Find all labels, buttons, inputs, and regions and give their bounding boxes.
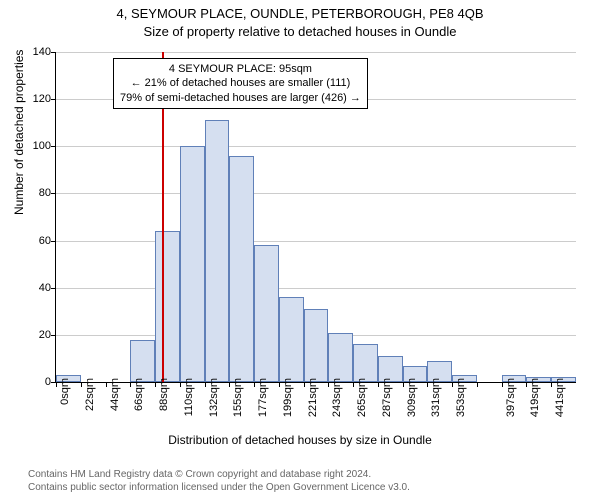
histogram-bar: [205, 120, 230, 382]
xtick-mark: [353, 382, 354, 387]
xtick-label: 265sqm: [356, 378, 368, 417]
xtick-mark: [328, 382, 329, 387]
xtick-mark: [452, 382, 453, 387]
xtick-label: 441sqm: [554, 378, 566, 417]
ytick-label: 0: [26, 376, 51, 388]
xtick-mark: [106, 382, 107, 387]
histogram-bar: [304, 309, 329, 382]
xtick-label: 287sqm: [381, 378, 393, 417]
xtick-label: 419sqm: [529, 378, 541, 417]
xtick-label: 353sqm: [455, 378, 467, 417]
annotation-line1: 4 SEYMOUR PLACE: 95sqm: [120, 62, 361, 76]
xtick-mark: [56, 382, 57, 387]
footer-text: Contains HM Land Registry data © Crown c…: [28, 468, 410, 494]
xtick-mark: [304, 382, 305, 387]
xtick-label: 0sqm: [59, 378, 71, 405]
ytick-mark: [51, 99, 56, 100]
xtick-label: 177sqm: [257, 378, 269, 417]
ytick-label: 120: [26, 93, 51, 105]
xtick-mark: [427, 382, 428, 387]
gridline: [56, 52, 576, 53]
xtick-label: 309sqm: [406, 378, 418, 417]
gridline: [56, 146, 576, 147]
histogram-bar: [254, 245, 279, 382]
annotation-line2: ← 21% of detached houses are smaller (11…: [120, 76, 361, 90]
xtick-mark: [403, 382, 404, 387]
xtick-label: 155sqm: [232, 378, 244, 417]
footer-line2: Contains public sector information licen…: [28, 481, 410, 494]
ytick-label: 40: [26, 282, 51, 294]
ytick-mark: [51, 241, 56, 242]
xtick-label: 110sqm: [183, 378, 195, 416]
histogram-bar: [229, 156, 254, 382]
histogram-bar: [353, 344, 378, 382]
ytick-label: 60: [26, 235, 51, 247]
histogram-bar: [279, 297, 304, 382]
xtick-mark: [180, 382, 181, 387]
histogram-bar: [180, 146, 205, 382]
xtick-mark: [526, 382, 527, 387]
histogram-bar: [155, 231, 180, 382]
xtick-label: 66sqm: [133, 378, 145, 411]
xtick-mark: [155, 382, 156, 387]
xtick-mark: [502, 382, 503, 387]
ytick-label: 20: [26, 329, 51, 341]
chart-subtitle: Size of property relative to detached ho…: [0, 24, 600, 39]
ytick-label: 80: [26, 187, 51, 199]
xtick-mark: [378, 382, 379, 387]
annotation-box: 4 SEYMOUR PLACE: 95sqm ← 21% of detached…: [113, 58, 368, 109]
xtick-mark: [229, 382, 230, 387]
xtick-label: 199sqm: [282, 378, 294, 417]
chart-area: 0204060801001201400sqm22sqm44sqm66sqm88s…: [55, 52, 575, 382]
xtick-label: 221sqm: [307, 378, 319, 417]
gridline: [56, 193, 576, 194]
histogram-bar: [130, 340, 155, 382]
xtick-label: 88sqm: [158, 378, 170, 411]
ytick-mark: [51, 146, 56, 147]
ytick-mark: [51, 335, 56, 336]
ytick-label: 100: [26, 140, 51, 152]
footer-line1: Contains HM Land Registry data © Crown c…: [28, 468, 410, 481]
xtick-mark: [551, 382, 552, 387]
xtick-mark: [130, 382, 131, 387]
x-axis-label: Distribution of detached houses by size …: [0, 433, 600, 447]
xtick-mark: [477, 382, 478, 387]
xtick-label: 243sqm: [331, 378, 343, 417]
histogram-bar: [328, 333, 353, 383]
y-axis-label: Number of detached properties: [12, 50, 26, 215]
xtick-mark: [254, 382, 255, 387]
xtick-label: 22sqm: [84, 378, 96, 411]
ytick-mark: [51, 193, 56, 194]
xtick-label: 44sqm: [109, 378, 121, 411]
chart-title: 4, SEYMOUR PLACE, OUNDLE, PETERBOROUGH, …: [0, 6, 600, 21]
annotation-line3: 79% of semi-detached houses are larger (…: [120, 91, 361, 105]
xtick-mark: [81, 382, 82, 387]
ytick-label: 140: [26, 46, 51, 58]
ytick-mark: [51, 52, 56, 53]
xtick-label: 331sqm: [430, 378, 442, 417]
xtick-mark: [205, 382, 206, 387]
gridline: [56, 288, 576, 289]
ytick-mark: [51, 288, 56, 289]
xtick-mark: [279, 382, 280, 387]
xtick-label: 132sqm: [208, 378, 220, 417]
xtick-label: 397sqm: [505, 378, 517, 417]
gridline: [56, 241, 576, 242]
